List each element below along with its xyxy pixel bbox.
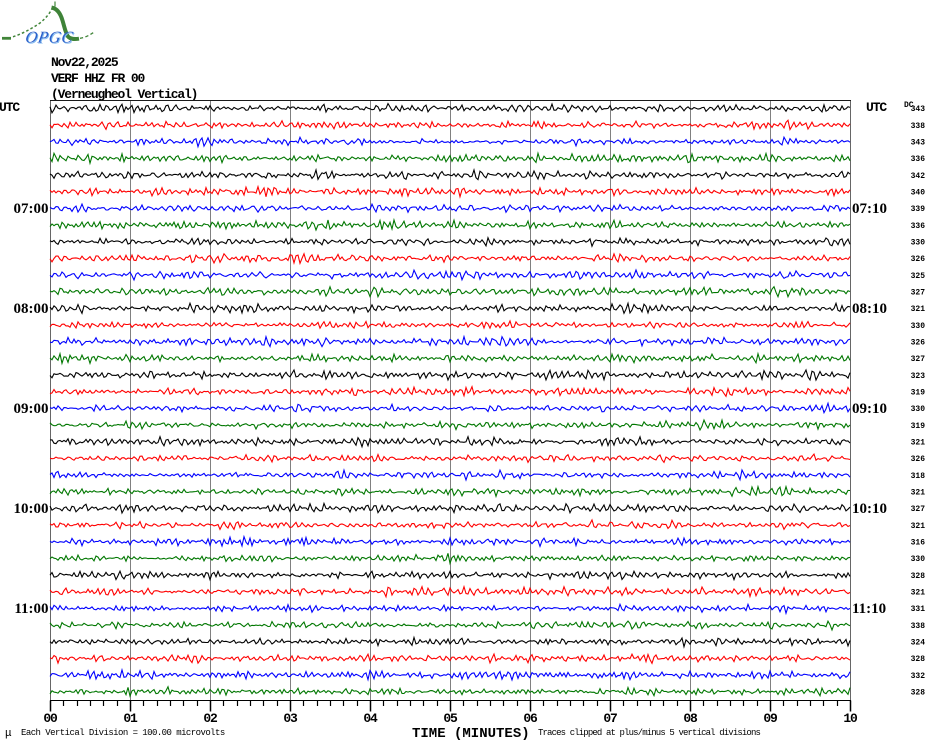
- svg-text:326: 326: [911, 339, 926, 348]
- svg-text:08:00: 08:00: [14, 301, 49, 317]
- svg-text:07: 07: [603, 711, 617, 726]
- svg-text:11:10: 11:10: [852, 601, 886, 617]
- svg-text:02: 02: [203, 711, 218, 726]
- svg-text:331: 331: [911, 605, 926, 614]
- svg-text:07:10: 07:10: [852, 201, 887, 217]
- svg-text:324: 324: [911, 639, 926, 648]
- svg-text:321: 321: [911, 439, 926, 448]
- svg-text:OPGC: OPGC: [25, 29, 76, 48]
- svg-text:01: 01: [123, 711, 138, 726]
- svg-text:327: 327: [911, 355, 926, 364]
- svg-text:328: 328: [911, 689, 926, 698]
- svg-text:09:00: 09:00: [14, 401, 49, 417]
- svg-text:(Verneugheol Vertical): (Verneugheol Vertical): [51, 87, 197, 102]
- svg-text:319: 319: [911, 389, 926, 398]
- svg-text:336: 336: [911, 222, 926, 231]
- svg-text:343: 343: [911, 139, 926, 148]
- svg-text:05: 05: [443, 711, 458, 726]
- svg-text:330: 330: [911, 239, 926, 248]
- svg-text:321: 321: [911, 522, 926, 531]
- svg-text:323: 323: [911, 372, 926, 381]
- svg-text:336: 336: [911, 155, 926, 164]
- svg-text:10:10: 10:10: [852, 501, 887, 517]
- svg-text:326: 326: [911, 455, 926, 464]
- svg-text:342: 342: [911, 172, 926, 181]
- svg-text:330: 330: [911, 555, 926, 564]
- svg-text:339: 339: [911, 205, 926, 214]
- svg-text:330: 330: [911, 322, 926, 331]
- svg-text:10:00: 10:00: [14, 501, 49, 517]
- svg-text:332: 332: [911, 672, 926, 681]
- svg-text:327: 327: [911, 505, 926, 514]
- svg-text:326: 326: [911, 255, 926, 264]
- svg-text:00: 00: [43, 711, 58, 726]
- svg-text:321: 321: [911, 489, 926, 498]
- svg-text:Traces clipped at plus/minus 5: Traces clipped at plus/minus 5 vertical …: [538, 728, 760, 738]
- svg-text:10: 10: [843, 711, 858, 726]
- svg-text:319: 319: [911, 422, 926, 431]
- svg-text:Each Vertical Division = 100.: Each Vertical Division = 100.00 microvol…: [21, 728, 225, 738]
- svg-text:09: 09: [763, 711, 778, 726]
- svg-text:318: 318: [911, 472, 926, 481]
- svg-text:338: 338: [911, 622, 926, 631]
- svg-text:338: 338: [911, 122, 926, 131]
- svg-text:VERF HHZ FR 00: VERF HHZ FR 00: [51, 71, 145, 86]
- svg-text:316: 316: [911, 539, 926, 548]
- svg-text:TIME (MINUTES): TIME (MINUTES): [412, 726, 530, 742]
- svg-text:μ: μ: [5, 728, 12, 740]
- svg-text:327: 327: [911, 289, 926, 298]
- svg-text:328: 328: [911, 655, 926, 664]
- svg-text:340: 340: [911, 189, 926, 198]
- svg-text:Nov22,2025: Nov22,2025: [51, 55, 119, 70]
- svg-text:06: 06: [523, 711, 538, 726]
- svg-text:OPGC: OPGC: [24, 28, 75, 47]
- svg-text:07:00: 07:00: [14, 201, 49, 217]
- svg-text:321: 321: [911, 305, 926, 314]
- svg-text:11:00: 11:00: [14, 601, 48, 617]
- svg-text:08:10: 08:10: [852, 301, 887, 317]
- svg-text:343: 343: [911, 105, 926, 114]
- svg-text:09:10: 09:10: [852, 401, 887, 417]
- svg-text:03: 03: [283, 711, 298, 726]
- svg-text:UTC: UTC: [866, 100, 887, 115]
- svg-text:328: 328: [911, 572, 926, 581]
- svg-text:330: 330: [911, 405, 926, 414]
- svg-text:UTC: UTC: [0, 100, 20, 115]
- svg-text:321: 321: [911, 589, 926, 598]
- svg-text:325: 325: [911, 272, 926, 281]
- svg-text:DC: DC: [904, 101, 914, 110]
- svg-text:04: 04: [363, 711, 378, 726]
- svg-text:08: 08: [683, 711, 698, 726]
